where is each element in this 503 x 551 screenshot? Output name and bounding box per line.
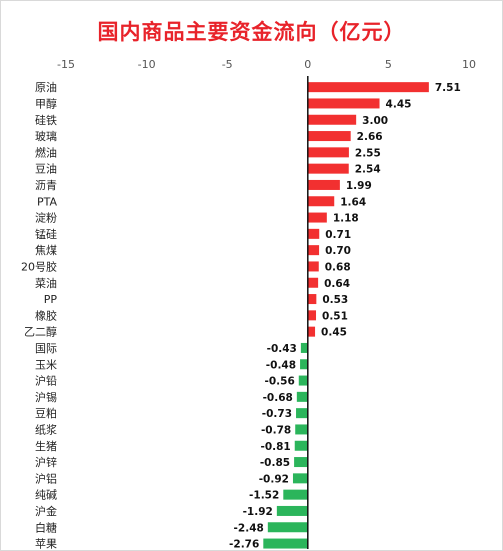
category-label: 菜油 — [35, 276, 57, 290]
x-tick-label: 10 — [462, 58, 476, 71]
bar — [307, 98, 380, 109]
x-tick-label: 5 — [385, 58, 392, 71]
data-label: -0.85 — [260, 457, 290, 469]
data-label: 1.99 — [346, 180, 372, 192]
bar — [307, 228, 320, 239]
category-label: 国际 — [35, 342, 57, 355]
data-label: 0.53 — [322, 294, 348, 306]
category-label: 沥青 — [35, 179, 57, 192]
bar — [307, 261, 319, 272]
bar — [307, 147, 349, 158]
data-label: 0.45 — [321, 327, 347, 339]
bar — [307, 310, 317, 321]
category-label: 生猪 — [35, 439, 57, 453]
category-label: 橡胶 — [35, 308, 57, 322]
bar — [294, 440, 308, 451]
category-label: 原油 — [35, 80, 57, 94]
bar — [296, 391, 308, 402]
category-label: 白糖 — [35, 520, 57, 534]
bar — [283, 489, 308, 500]
data-label: -0.48 — [266, 359, 296, 371]
bar — [267, 522, 308, 533]
category-label: PTA — [37, 195, 57, 208]
category-label: 玻璃 — [35, 129, 57, 143]
data-label: -2.48 — [234, 522, 264, 534]
data-label: 1.18 — [333, 213, 359, 225]
bar — [298, 375, 308, 386]
category-label: 沪锡 — [35, 390, 57, 404]
bar — [263, 538, 308, 549]
category-label: 锰硅 — [35, 227, 57, 241]
data-label: -0.56 — [265, 376, 295, 388]
data-label: 0.71 — [325, 229, 351, 241]
bar — [307, 163, 349, 174]
data-label: 1.64 — [340, 196, 366, 208]
bar — [307, 326, 316, 337]
data-label: 3.00 — [362, 115, 388, 127]
x-tick-label: -5 — [222, 58, 233, 71]
bar — [307, 245, 320, 256]
bar — [292, 473, 308, 484]
data-label: -0.81 — [260, 441, 290, 453]
data-label: -1.52 — [249, 490, 279, 502]
category-label: 硅铁 — [35, 114, 57, 127]
category-label: 乙二醇 — [24, 325, 57, 339]
data-label: 2.54 — [355, 164, 381, 176]
category-label: 甲醇 — [35, 96, 57, 110]
bar — [294, 457, 308, 468]
bar — [307, 294, 317, 305]
category-label: 焦煤 — [35, 244, 57, 257]
bar — [295, 424, 308, 435]
data-label: -1.92 — [243, 506, 273, 518]
category-label: 沪铝 — [35, 471, 57, 485]
bar — [307, 82, 429, 93]
category-label: 纯碱 — [35, 489, 57, 502]
data-label: -0.43 — [267, 343, 297, 355]
bar — [307, 212, 327, 223]
data-label: 4.45 — [386, 98, 412, 110]
data-label: -0.92 — [259, 473, 289, 485]
category-label: 燃油 — [35, 145, 57, 159]
category-label: 玉米 — [35, 358, 57, 371]
bar — [307, 114, 357, 125]
data-label: 0.64 — [324, 278, 350, 290]
bar — [307, 179, 340, 190]
category-label: 纸浆 — [35, 422, 57, 436]
data-label: -2.76 — [229, 539, 259, 551]
bar — [296, 408, 308, 419]
category-label: 20号胶 — [21, 259, 57, 273]
x-tick-label: 0 — [304, 58, 311, 71]
x-tick-label: -10 — [138, 58, 156, 71]
category-label: 淀粉 — [35, 211, 57, 225]
category-label: 豆油 — [35, 162, 57, 176]
data-label: -0.78 — [261, 424, 291, 436]
bar — [300, 342, 308, 353]
data-label: 2.66 — [357, 131, 383, 143]
bar — [276, 505, 308, 516]
category-label: 沪金 — [35, 504, 57, 518]
data-label: 0.51 — [322, 310, 348, 322]
data-label: -0.68 — [263, 392, 293, 404]
category-label: PP — [44, 293, 58, 306]
data-label: 0.68 — [325, 261, 351, 273]
category-label: 沪铅 — [35, 374, 57, 388]
data-label: -0.73 — [262, 408, 292, 420]
data-label: 2.55 — [355, 147, 381, 159]
category-label: 沪锌 — [35, 455, 57, 469]
bar — [300, 359, 308, 370]
bar — [307, 131, 351, 142]
chart-title: 国内商品主要资金流向（亿元） — [97, 20, 406, 44]
bar — [307, 196, 335, 207]
category-label: 苹果 — [35, 537, 57, 551]
x-tick-label: -15 — [57, 58, 75, 71]
category-label: 豆粕 — [35, 406, 57, 420]
data-label: 7.51 — [435, 82, 461, 94]
bar — [307, 277, 319, 288]
data-label: 0.70 — [325, 245, 351, 257]
